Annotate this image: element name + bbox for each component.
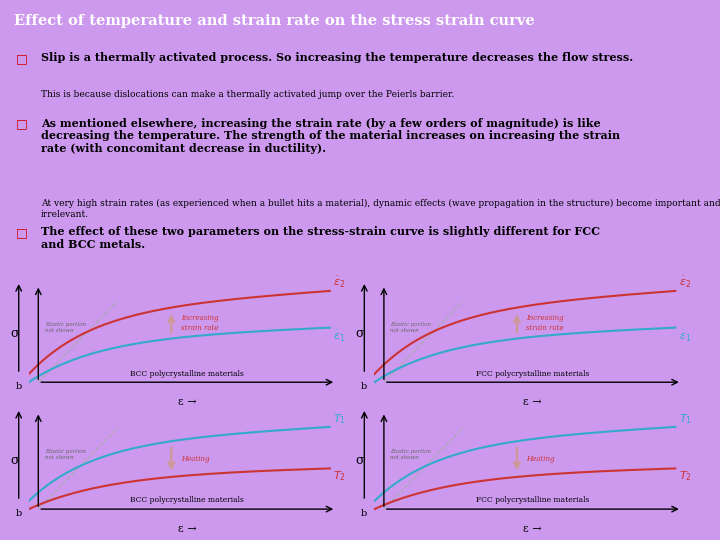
Text: $\dot{\varepsilon}_2$: $\dot{\varepsilon}_2$ [678,275,690,290]
Text: □: □ [17,118,28,131]
Text: σ: σ [10,454,19,467]
Text: FCC polycrystalline materials: FCC polycrystalline materials [476,496,590,504]
Text: $\dot{\varepsilon}_1$: $\dot{\varepsilon}_1$ [678,329,691,344]
Text: □: □ [17,226,28,239]
Text: σ: σ [356,454,364,467]
Text: Heating: Heating [181,455,210,463]
Text: Increasing
strain rate: Increasing strain rate [526,314,564,332]
Text: σ: σ [356,327,364,340]
Text: Elastic portion
not shown: Elastic portion not shown [390,449,431,460]
Text: ε →: ε → [178,397,197,407]
Text: Heating: Heating [526,455,555,463]
Text: As mentioned elsewhere, increasing the strain rate (by a few orders of magnitude: As mentioned elsewhere, increasing the s… [41,118,620,154]
Text: Increasing
strain rate: Increasing strain rate [181,314,218,332]
Text: b: b [16,509,22,518]
Text: b: b [361,509,367,518]
Text: $T_2$: $T_2$ [678,470,691,483]
Text: □: □ [17,52,28,65]
Text: This is because dislocations can make a thermally activated jump over the Peierl: This is because dislocations can make a … [41,90,454,99]
Text: σ: σ [10,327,19,340]
Text: The effect of these two parameters on the stress-strain curve is slightly differ: The effect of these two parameters on th… [41,226,600,250]
Text: Effect of temperature and strain rate on the stress strain curve: Effect of temperature and strain rate on… [14,14,535,28]
Text: $T_1$: $T_1$ [333,412,346,426]
Text: ε →: ε → [523,524,542,534]
Text: $\dot{\varepsilon}_1$: $\dot{\varepsilon}_1$ [333,329,346,344]
Text: BCC polycrystalline materials: BCC polycrystalline materials [130,369,244,377]
Text: ε →: ε → [523,397,542,407]
Text: Elastic portion
not shown: Elastic portion not shown [390,322,431,333]
Text: $T_1$: $T_1$ [678,412,691,426]
Text: FCC polycrystalline materials: FCC polycrystalline materials [476,369,590,377]
Text: b: b [361,382,367,391]
Text: Slip is a thermally activated process. So increasing the temperature decreases t: Slip is a thermally activated process. S… [41,52,633,63]
Text: At very high strain rates (as experienced when a bullet hits a material), dynami: At very high strain rates (as experience… [41,199,720,219]
Text: b: b [16,382,22,391]
Text: ε →: ε → [178,524,197,534]
Text: $\dot{\varepsilon}_2$: $\dot{\varepsilon}_2$ [333,275,345,290]
Text: Elastic portion
not shown: Elastic portion not shown [45,449,86,460]
Text: $T_2$: $T_2$ [333,470,346,483]
Text: Elastic portion
not shown: Elastic portion not shown [45,322,86,333]
Text: BCC polycrystalline materials: BCC polycrystalline materials [130,496,244,504]
